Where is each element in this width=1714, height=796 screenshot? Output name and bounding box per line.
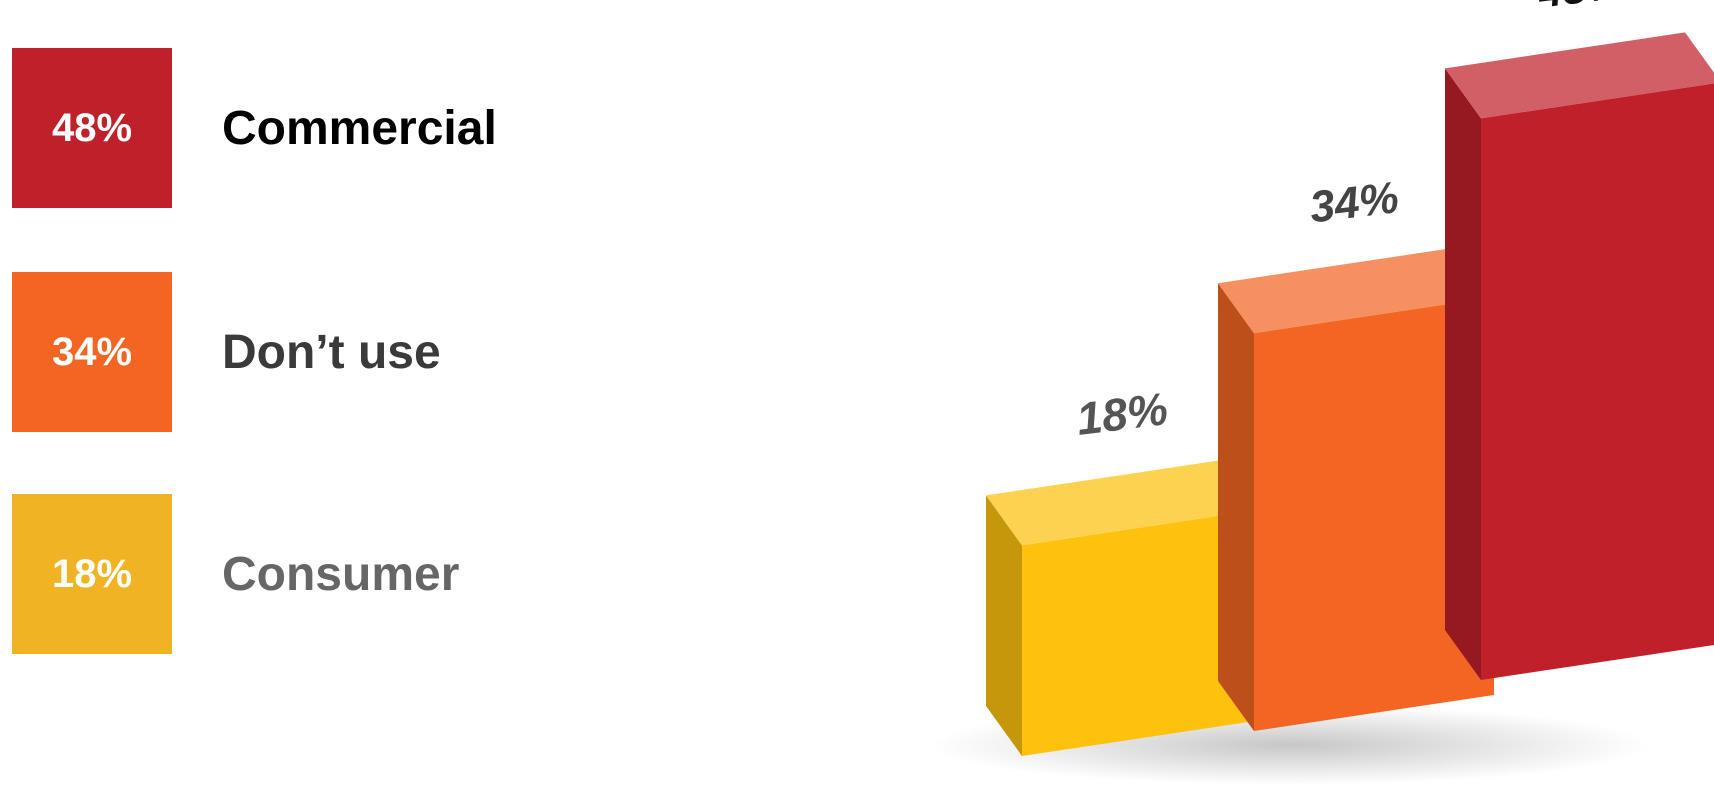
chart-bars: 18% 34% 48%	[986, 0, 1714, 756]
legend-item-dont-use: 34% Don’t use	[12, 272, 441, 432]
bar-top-commercial	[1445, 32, 1714, 119]
bar-don-t-use	[1254, 297, 1494, 731]
legend-value-commercial: 48%	[51, 105, 133, 150]
data-label-commercial: 48%	[1535, 0, 1627, 18]
legend-item-consumer: 18% Consumer	[12, 494, 459, 654]
legend-swatch-commercial: 48%	[12, 48, 172, 208]
bar-commercial	[1481, 83, 1714, 680]
bar-side-commercial	[1445, 68, 1481, 680]
bar-top-don-t-use	[1218, 247, 1494, 334]
data-label-don-t-use: 34%	[1307, 173, 1401, 232]
legend-swatch-dont-use: 34%	[12, 272, 172, 432]
bar-side-don-t-use	[1218, 283, 1254, 731]
legend-swatch-consumer: 18%	[12, 494, 172, 654]
legend-label-dont-use: Don’t use	[222, 325, 441, 379]
bar-top-consumer	[986, 459, 1262, 546]
legend-item-commercial: 48% Commercial	[12, 48, 497, 208]
bar-consumer	[1022, 509, 1262, 756]
bar-side-consumer	[986, 495, 1022, 756]
data-label-consumer: 18%	[1074, 383, 1171, 445]
legend-label-commercial: Commercial	[222, 101, 497, 155]
legend-label-consumer: Consumer	[222, 547, 460, 601]
legend-value-consumer: 18%	[51, 551, 133, 596]
legend-value-dont-use: 34%	[51, 329, 133, 374]
